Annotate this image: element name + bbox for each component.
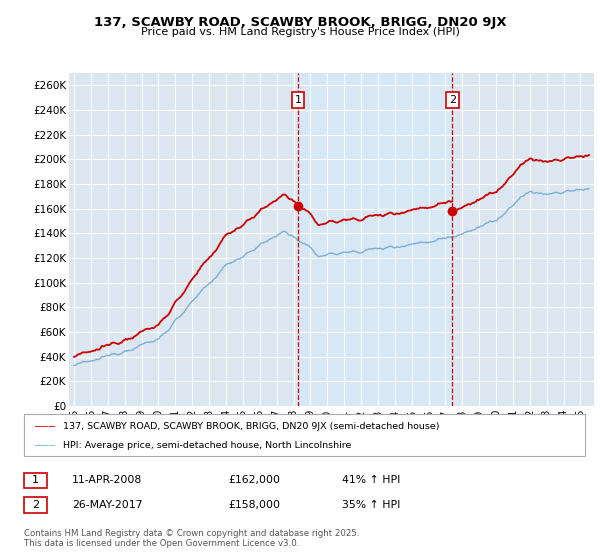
Text: £158,000: £158,000 <box>228 500 280 510</box>
Text: HPI: Average price, semi-detached house, North Lincolnshire: HPI: Average price, semi-detached house,… <box>63 441 352 450</box>
Text: 41% ↑ HPI: 41% ↑ HPI <box>342 475 400 486</box>
Text: Price paid vs. HM Land Registry's House Price Index (HPI): Price paid vs. HM Land Registry's House … <box>140 27 460 37</box>
Text: 11-APR-2008: 11-APR-2008 <box>72 475 142 486</box>
Text: 137, SCAWBY ROAD, SCAWBY BROOK, BRIGG, DN20 9JX: 137, SCAWBY ROAD, SCAWBY BROOK, BRIGG, D… <box>94 16 506 29</box>
Text: 2: 2 <box>449 95 456 105</box>
Bar <box>298 73 452 406</box>
Text: 1: 1 <box>32 475 39 486</box>
Text: £162,000: £162,000 <box>228 475 280 486</box>
Text: 2: 2 <box>32 500 39 510</box>
Text: 137, SCAWBY ROAD, SCAWBY BROOK, BRIGG, DN20 9JX (semi-detached house): 137, SCAWBY ROAD, SCAWBY BROOK, BRIGG, D… <box>63 422 439 431</box>
Text: 26-MAY-2017: 26-MAY-2017 <box>72 500 143 510</box>
Text: 1: 1 <box>295 95 302 105</box>
Text: ———: ——— <box>35 441 55 450</box>
Text: ———: ——— <box>35 421 55 431</box>
Text: Contains HM Land Registry data © Crown copyright and database right 2025.
This d: Contains HM Land Registry data © Crown c… <box>24 529 359 548</box>
Text: 35% ↑ HPI: 35% ↑ HPI <box>342 500 400 510</box>
